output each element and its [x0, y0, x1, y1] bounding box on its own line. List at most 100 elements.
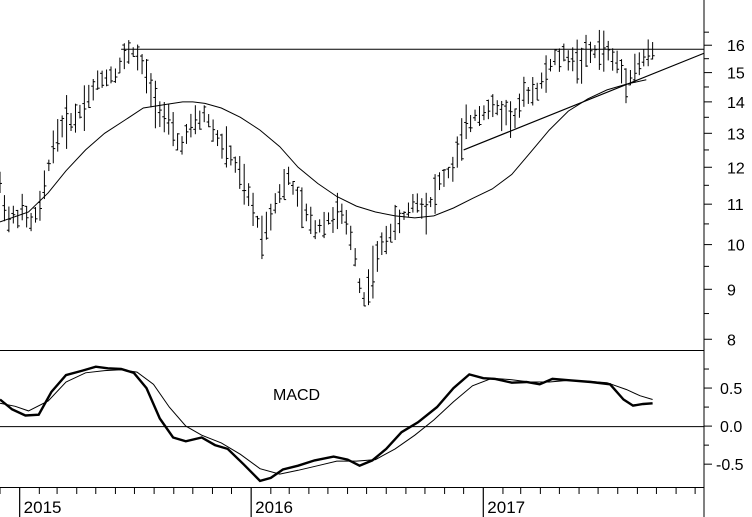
- ohlc-bar: [339, 203, 344, 224]
- ohlc-bar: [455, 136, 460, 168]
- ohlc-bar: [650, 42, 655, 60]
- ohlc-bar: [570, 47, 575, 72]
- ohlc-bar: [171, 112, 176, 147]
- ohlc-bar: [15, 209, 20, 229]
- ohlc-bar: [273, 193, 278, 214]
- ohlc-bar: [64, 95, 69, 149]
- ohlc-bar: [140, 54, 145, 75]
- ohlc-bar: [504, 99, 509, 126]
- ohlc-bar: [450, 156, 455, 182]
- ohlc-bar: [233, 156, 238, 173]
- ohlc-bar: [219, 133, 224, 159]
- ohlc-bar: [566, 50, 571, 71]
- ohlc-bar: [375, 241, 380, 272]
- price-tick-label: 13: [727, 126, 745, 143]
- ohlc-bar: [646, 39, 651, 67]
- ohlc-bar: [60, 115, 65, 138]
- ohlc-bar: [579, 47, 584, 84]
- ohlc-bar: [601, 30, 606, 72]
- ohlc-bar: [20, 193, 25, 221]
- ohlc-bar: [330, 207, 335, 233]
- ohlc-bar: [86, 84, 91, 109]
- ohlc-bar: [393, 204, 398, 241]
- ohlc-bar: [82, 85, 87, 131]
- ohlc-bar: [641, 49, 646, 67]
- ohlc-bar: [495, 100, 500, 116]
- ohlc-bar: [610, 48, 615, 71]
- ohlc-bar: [268, 203, 273, 231]
- ohlc-bar: [592, 45, 597, 59]
- ohlc-bar: [415, 193, 420, 213]
- ohlc-bar: [0, 171, 2, 193]
- price-tick-label: 16: [727, 38, 745, 55]
- ohlc-bar: [575, 39, 580, 84]
- ohlc-bar: [299, 187, 304, 229]
- ohlc-bar: [237, 156, 242, 189]
- ohlc-bar: [313, 220, 318, 240]
- ohlc-bar: [557, 48, 562, 72]
- ohlc-bar: [11, 205, 16, 224]
- ohlc-bar: [202, 105, 207, 123]
- macd-signal-line: [0, 369, 653, 475]
- ohlc-bar: [180, 136, 185, 155]
- ohlc-bar: [197, 110, 202, 130]
- ohlc-bar: [286, 166, 291, 185]
- ohlc-bar: [428, 197, 433, 208]
- ohlc-bar: [512, 108, 517, 129]
- year-label: 2015: [24, 498, 62, 517]
- macd-tick-label: 0.5: [720, 381, 742, 398]
- ohlc-bar: [264, 211, 269, 240]
- price-tick-label: 8: [727, 332, 736, 349]
- ohlc-bar: [615, 50, 620, 74]
- ohlc-bar: [277, 184, 282, 203]
- ohlc-bar: [637, 52, 642, 76]
- ohlc-bar: [539, 72, 544, 89]
- ohlc-bar: [73, 103, 78, 133]
- ohlc-bar: [282, 169, 287, 201]
- ohlc-bar: [224, 126, 229, 168]
- ohlc-bar: [91, 78, 96, 101]
- ohlc-bar: [104, 69, 109, 87]
- ohlc-bar: [69, 113, 74, 132]
- ohlc-bar: [113, 68, 118, 83]
- ohlc-bar: [468, 114, 473, 133]
- price-tick-label: 12: [727, 160, 745, 177]
- ohlc-bar: [388, 223, 393, 243]
- ohlc-bar: [46, 159, 51, 172]
- ohlc-bar: [215, 130, 220, 147]
- ohlc-bar: [548, 58, 553, 72]
- ohlc-bar: [535, 82, 540, 101]
- macd-axis-ticks: -0.5 0.0 0.5: [704, 368, 744, 474]
- ohlc-bar: [126, 40, 131, 64]
- ohlc-bar: [55, 119, 60, 152]
- ohlc-bar: [362, 292, 367, 307]
- ohlc-bar: [2, 195, 7, 222]
- ohlc-bar: [100, 70, 105, 88]
- ohlc-bar: [326, 212, 331, 225]
- moving-average-line: [0, 79, 647, 223]
- ohlc-bar: [384, 225, 389, 255]
- ohlc-bar: [162, 102, 167, 133]
- month-ticks: [0, 488, 696, 517]
- ohlc-bar: [499, 100, 504, 132]
- ohlc-bar: [308, 206, 313, 235]
- ohlc-bar: [508, 101, 513, 138]
- ohlc-bar: [144, 59, 149, 94]
- ohlc-bar: [632, 53, 637, 83]
- year-label: 2017: [487, 498, 525, 517]
- ohlc-bar: [153, 80, 158, 129]
- ohlc-bar: [433, 174, 438, 214]
- ohlc-bar: [357, 278, 362, 294]
- ohlc-bar: [526, 87, 531, 104]
- ohlc-bar: [242, 163, 247, 205]
- ohlc-bar: [402, 211, 407, 220]
- ohlc-bar: [335, 192, 340, 230]
- price-tick-label: 9: [727, 282, 736, 299]
- year-labels: 2015 2016 2017: [24, 498, 525, 517]
- ohlc-bar: [597, 29, 602, 70]
- ohlc-bar: [410, 193, 415, 213]
- macd-tick-label: 0.0: [720, 419, 742, 436]
- ohlc-bar: [419, 198, 424, 219]
- ohlc-bar: [317, 219, 322, 233]
